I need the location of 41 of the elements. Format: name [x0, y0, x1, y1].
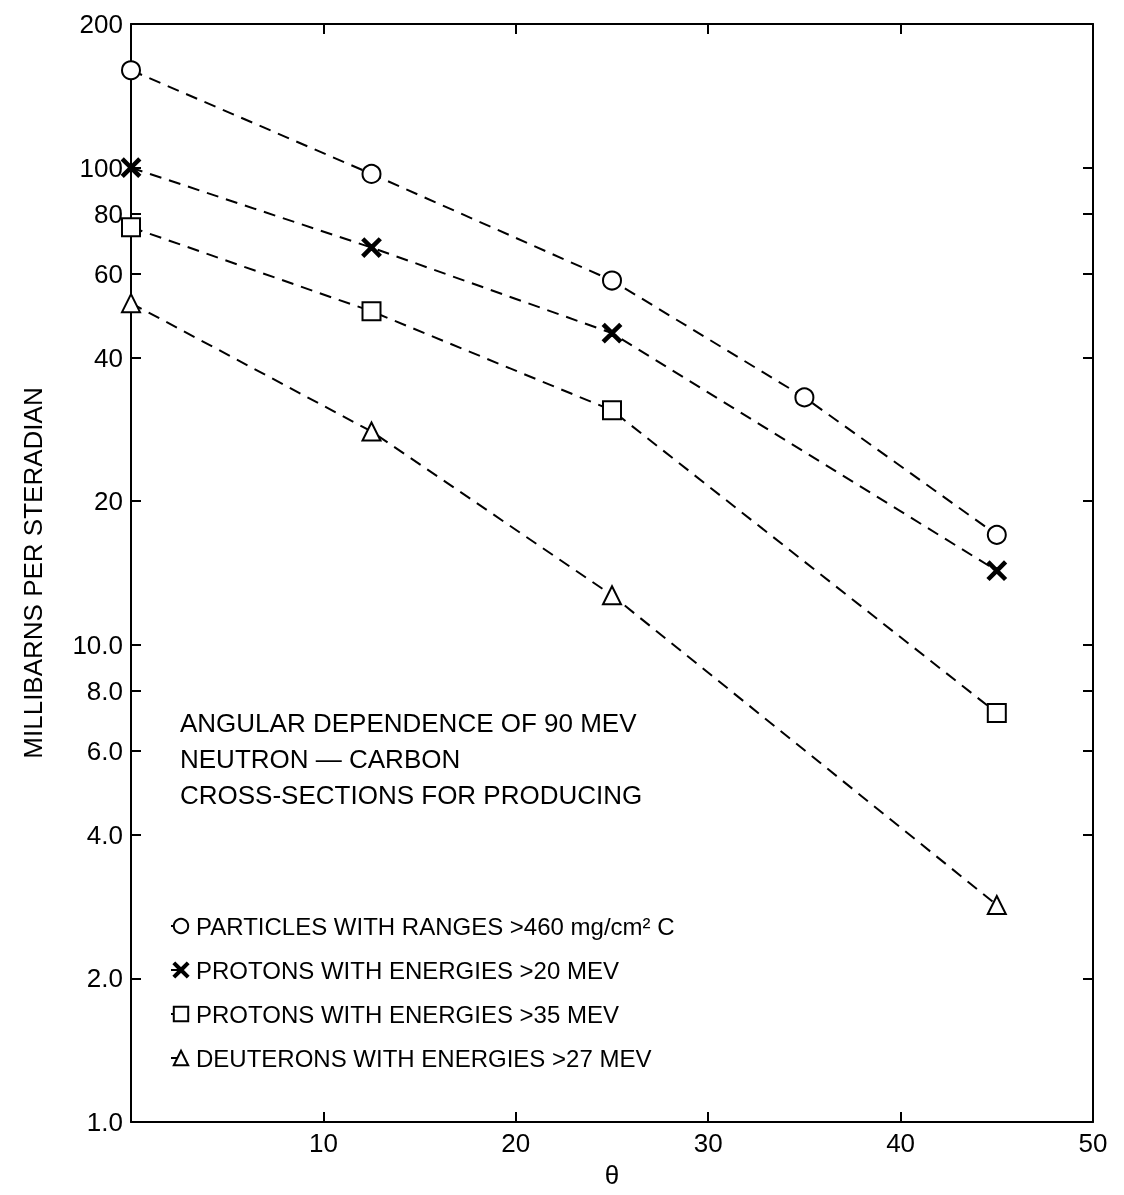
legend-label: PROTONS WITH ENERGIES >20 MEV — [196, 956, 619, 984]
point — [986, 560, 1007, 581]
legend-label: PROTONS WITH ENERGIES >35 MEV — [196, 1000, 619, 1028]
y-tick-label: 10.0 — [72, 629, 123, 660]
legend-label: PARTICLES WITH RANGES >460 mg/cm² C — [196, 912, 675, 940]
x-tick-label: 50 — [1078, 1128, 1108, 1158]
y-tick-label: 8.0 — [86, 676, 123, 707]
point — [794, 387, 815, 408]
legend-label: DEUTERONS WITH ENERGIES >27 MEV — [196, 1044, 652, 1072]
point — [121, 60, 141, 81]
point — [121, 157, 141, 178]
point — [602, 323, 622, 344]
y-tick-label: 1.0 — [86, 1107, 123, 1137]
x-tick-label: 20 — [501, 1128, 531, 1158]
y-tick-label: 80 — [94, 198, 123, 229]
point — [361, 163, 382, 184]
text: ANGULAR DEPENDENCE OF 90 MEV NEUTRON — CARBON CROSS-SECTIONS FOR PRODUCING — [180, 708, 644, 810]
point — [361, 237, 382, 258]
point — [602, 585, 622, 606]
y-tick-label: 20 — [94, 486, 123, 517]
x-axis-title: θ — [604, 1160, 620, 1190]
x-tick-label: 10 — [308, 1128, 338, 1158]
y-axis-title: MILLIBARNS PER STERADIAN — [18, 387, 48, 759]
point — [121, 217, 141, 238]
point — [986, 524, 1007, 545]
point — [121, 293, 141, 314]
point — [602, 400, 622, 421]
y-tick-label: 40 — [94, 342, 123, 373]
y-tick-label: 200 — [79, 9, 123, 39]
x-tick-label: 40 — [886, 1128, 916, 1158]
y-tick-label: 2.0 — [86, 963, 123, 994]
y-tick-label: 6.0 — [86, 735, 123, 766]
point — [361, 301, 382, 322]
y-tick-label: 100 — [79, 152, 123, 183]
x-tick-label: 30 — [693, 1128, 723, 1158]
y-tick-label: 60 — [94, 258, 123, 289]
point — [602, 270, 622, 291]
point — [361, 421, 382, 442]
point — [986, 894, 1007, 915]
y-tick-label: 4.0 — [86, 819, 123, 850]
point — [986, 702, 1007, 723]
